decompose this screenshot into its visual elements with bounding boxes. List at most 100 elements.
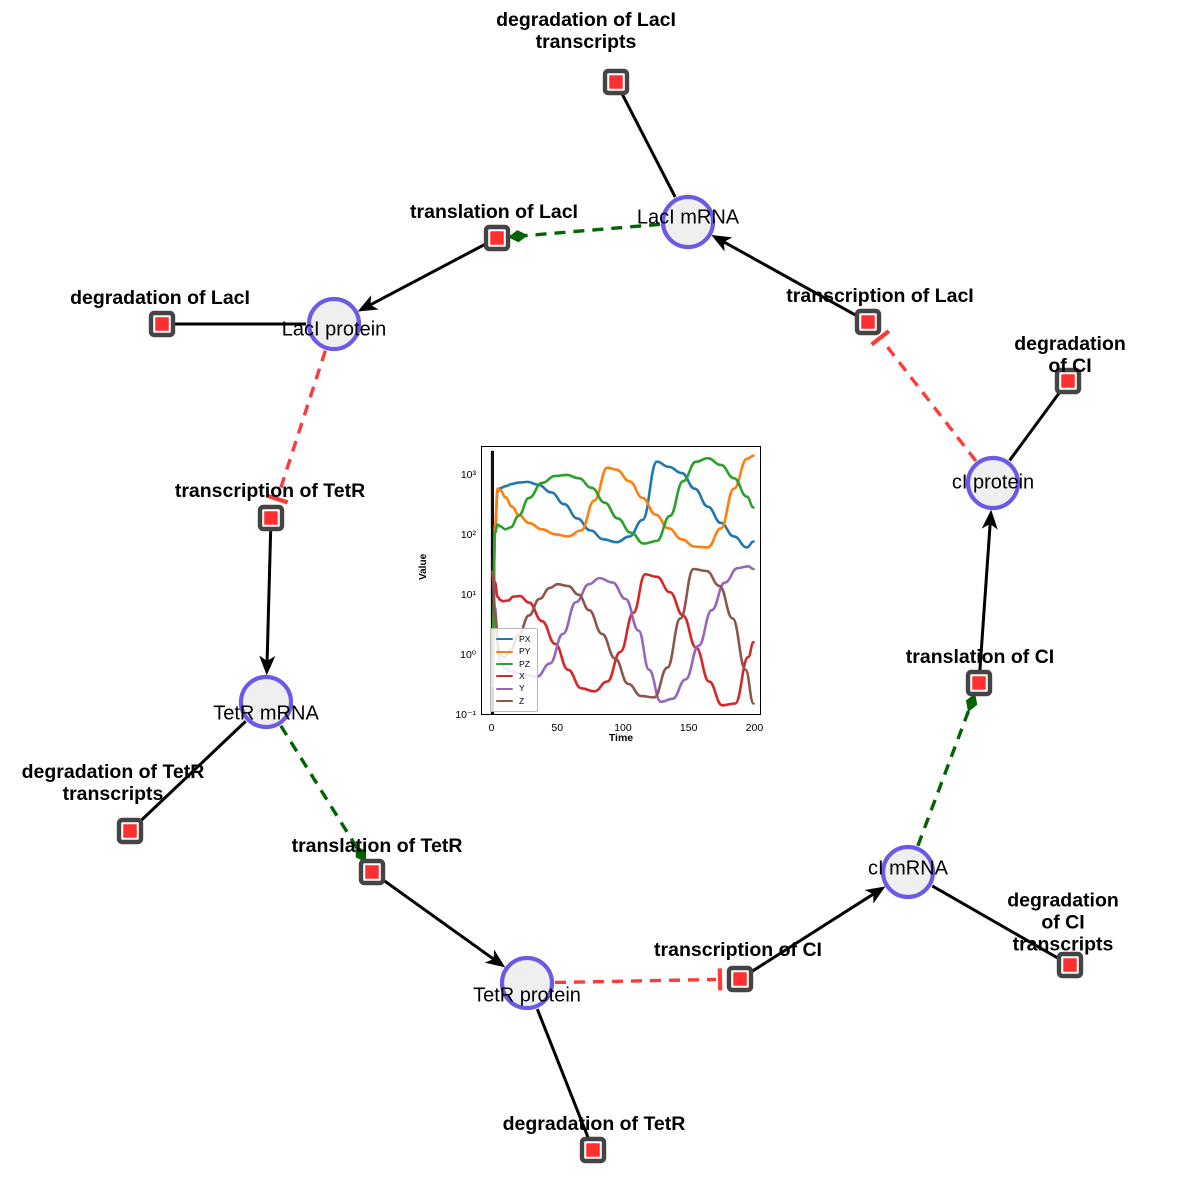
- reaction-label-deg-tetr: degradation of TetR: [502, 1113, 686, 1136]
- legend-label: PY: [519, 646, 531, 657]
- reaction-node[interactable]: [148, 310, 176, 338]
- edge-consume: [265, 529, 273, 664]
- reaction-node[interactable]: [602, 68, 630, 96]
- reaction-node[interactable]: [726, 965, 754, 993]
- edge-inhibition-tee: [266, 493, 289, 505]
- edge-arrowhead: [259, 655, 276, 676]
- edge-modifier: [515, 222, 661, 239]
- edge-arrowhead: [711, 234, 733, 252]
- species-label-ci-mrna: cI mRNA: [868, 857, 948, 880]
- edge-modifier-diamond: [965, 693, 978, 712]
- legend-label: PX: [519, 633, 531, 644]
- reaction-label-deg-ci: degradation of CI: [1014, 333, 1126, 377]
- edge-inhibit: [881, 339, 978, 462]
- edge-arrowhead: [484, 949, 506, 968]
- legend-label: X: [519, 671, 525, 682]
- species-label-tetr-protein: TetR protein: [473, 984, 581, 1007]
- reaction-node[interactable]: [579, 1136, 607, 1164]
- reaction-node[interactable]: [1056, 951, 1084, 979]
- species-node[interactable]: [306, 296, 362, 352]
- reaction-label-transcription-ci: transcription of CI: [654, 939, 822, 962]
- plot-xtick: 50: [551, 722, 564, 734]
- legend-label: Z: [519, 695, 525, 706]
- legend-label: PZ: [519, 658, 530, 669]
- edge-consume: [367, 242, 488, 308]
- inset-timecourse-plot: Value 10⁻¹ 10⁰ 10¹ 10² 10³ PX PY PZ X Y Z 0 50 100 1…: [418, 432, 776, 750]
- edge-consume: [1008, 389, 1063, 462]
- legend-item: PZ: [496, 658, 530, 670]
- reaction-node[interactable]: [965, 669, 993, 697]
- plot-x-axis-label: Time: [608, 732, 634, 744]
- species-node[interactable]: [499, 955, 555, 1011]
- legend-item: PY: [496, 645, 530, 657]
- reaction-label-translation-ci: translation of CI: [905, 646, 1055, 669]
- plot-ytick: 10³: [460, 468, 476, 481]
- plot-series-PY: [491, 454, 755, 687]
- plot-series-PZ: [491, 456, 755, 687]
- reaction-node[interactable]: [257, 504, 285, 532]
- plot-ytick: 10¹: [460, 588, 476, 601]
- edge-consume: [749, 891, 876, 974]
- edge-modifier-diamond: [508, 230, 528, 243]
- edge-consume: [137, 720, 247, 824]
- species-label-laci-mrna: LacI mRNA: [636, 206, 740, 229]
- plot-series-X: [491, 573, 755, 707]
- reaction-label-translation-laci: translation of LacI: [410, 201, 578, 224]
- plot-axes-frame: PX PY PZ X Y Z: [481, 446, 761, 715]
- reaction-label-deg-laci: degradation of LacI: [70, 287, 250, 310]
- plot-xtick: 150: [679, 722, 698, 734]
- plot-ytick: 10⁰: [460, 648, 476, 661]
- reaction-node[interactable]: [1054, 367, 1082, 395]
- species-node[interactable]: [238, 674, 294, 730]
- edge-consume: [721, 239, 859, 318]
- legend-color-swatch: [496, 662, 513, 665]
- legend-color-swatch: [496, 650, 513, 653]
- legend-item: Y: [496, 683, 530, 695]
- species-label-tetr-mrna: TetR mRNA: [213, 702, 319, 725]
- plot-y-axis-ticks: 10⁻¹ 10⁰ 10¹ 10² 10³: [424, 432, 476, 729]
- species-label-laci-protein: LacI protein: [281, 318, 387, 341]
- edge-inhibition-tee: [870, 329, 891, 347]
- reaction-label-deg-tetr-transcripts: degradation of TetR transcripts: [21, 761, 205, 805]
- legend-color-swatch: [496, 687, 513, 690]
- species-label-ci-protein: cI protein: [951, 471, 1035, 494]
- edge-consume: [620, 91, 677, 198]
- legend-item: X: [496, 670, 530, 682]
- species-node[interactable]: [880, 844, 936, 900]
- plot-xtick: 100: [614, 722, 632, 734]
- legend-item: Z: [496, 695, 530, 707]
- plot-series-area: [490, 450, 755, 714]
- reaction-node[interactable]: [483, 224, 511, 252]
- edge-modifier-diamond: [355, 845, 367, 863]
- reaction-label-transcription-laci: transcription of LacI: [786, 285, 974, 308]
- reaction-node[interactable]: [358, 858, 386, 886]
- plot-ytick: 10²: [460, 528, 476, 541]
- species-node[interactable]: [965, 455, 1021, 511]
- reaction-label-deg-laci-transcripts: degradation of LacI transcripts: [496, 9, 676, 53]
- edge-inhibit: [554, 977, 717, 985]
- plot-ytick: 10⁻¹: [455, 709, 476, 721]
- plot-series-PX: [491, 460, 755, 687]
- legend-color-swatch: [496, 638, 513, 641]
- species-node[interactable]: [660, 194, 716, 250]
- reaction-node[interactable]: [116, 817, 144, 845]
- legend-item: PX: [496, 633, 530, 645]
- plot-legend: PX PY PZ X Y Z: [490, 628, 539, 713]
- edge-consume: [931, 884, 1061, 961]
- plot-xtick: 200: [745, 722, 764, 734]
- edge-arrowhead: [864, 886, 886, 904]
- edge-modifier: [916, 700, 974, 847]
- reaction-node[interactable]: [854, 308, 882, 336]
- edge-arrowhead: [981, 509, 998, 530]
- legend-color-swatch: [496, 700, 513, 703]
- plot-x-axis-ticks: 0 50 100 150 200: [424, 719, 776, 737]
- plot-xtick: 0: [488, 722, 495, 734]
- edge-modifier: [279, 724, 364, 857]
- edge-inhibit: [276, 350, 327, 496]
- reaction-label-translation-tetr: translation of TetR: [291, 835, 463, 858]
- edge-consume: [978, 521, 992, 672]
- reaction-label-deg-ci-transcripts: degradation of CI transcripts: [1007, 889, 1119, 955]
- reaction-label-transcription-tetr: transcription of TetR: [174, 480, 366, 503]
